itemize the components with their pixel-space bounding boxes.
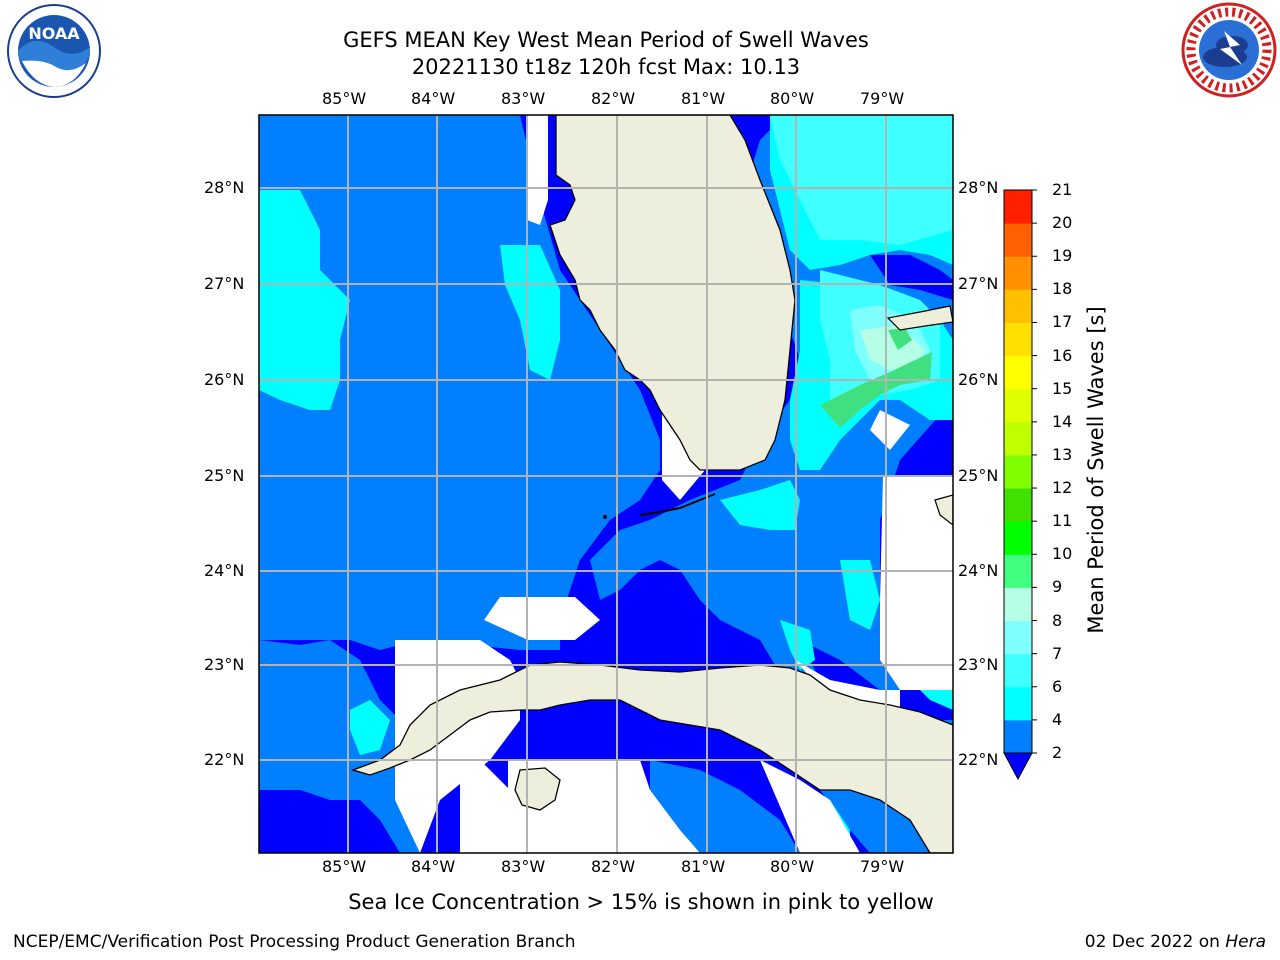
lat-tick-label: 28°N (958, 178, 999, 197)
colorbar-tick-label: 11 (1052, 511, 1073, 531)
lon-tick-label: 83°W (501, 89, 546, 108)
colorbar-swatch (1004, 653, 1032, 688)
lat-tick-label: 26°N (204, 370, 245, 389)
colorbar-swatch (1004, 289, 1032, 323)
colorbar-tick-label: 9 (1052, 577, 1063, 597)
colorbar-frame (1003, 189, 1033, 754)
lon-tick-label: 82°W (591, 89, 636, 108)
nws-logo (1181, 2, 1277, 98)
lat-tick-label: 27°N (958, 274, 999, 293)
chart-title: GEFS MEAN Key West Mean Period of Swell … (343, 28, 869, 52)
footer-date-text: 02 Dec 2022 on (1084, 932, 1226, 952)
colorbar-tick-label: 6 (1052, 676, 1063, 696)
map-gridlines (259, 115, 953, 853)
lon-tick-label: 83°W (501, 857, 546, 876)
lon-tick-label: 84°W (411, 857, 456, 876)
lat-tick-label: 25°N (204, 466, 245, 485)
colorbar-swatch (1004, 322, 1032, 357)
lat-tick-label: 25°N (958, 466, 999, 485)
lat-tick-label: 26°N (958, 370, 999, 389)
colorbar-tick-label: 2 (1052, 743, 1063, 762)
footer-credit: NCEP/EMC/Verification Post Processing Pr… (13, 932, 576, 952)
chart-subtitle: 20221130 t18z 120h fcst Max: 10.13 (411, 55, 801, 79)
colorbar-tick-label: 16 (1052, 345, 1073, 365)
lon-tick-label: 84°W (411, 89, 456, 108)
colorbar-tick-label: 13 (1052, 444, 1073, 464)
lat-tick-label: 24°N (958, 561, 999, 580)
colorbar-swatch (1004, 256, 1032, 290)
colorbar-swatch (1004, 355, 1032, 390)
colorbar-tick-label: 20 (1052, 213, 1073, 233)
lat-tick-label: 24°N (204, 561, 245, 580)
lat-tick-label: 22°N (958, 750, 999, 769)
lon-tick-label: 80°W (770, 89, 815, 108)
lon-tick-label: 79°W (860, 89, 905, 108)
colorbar-tick-label: 12 (1052, 478, 1073, 498)
colorbar-title: Mean Period of Swell Waves [s] (1084, 306, 1108, 634)
lon-tick-label: 79°W (860, 857, 905, 876)
colorbar (1003, 189, 1037, 781)
colorbar-swatch (1004, 190, 1032, 224)
colorbar-tick-label: 8 (1052, 610, 1063, 630)
colorbar-tick-label: 4 (1052, 709, 1063, 729)
colorbar-tick-label: 17 (1052, 312, 1073, 332)
lat-tick-label: 23°N (204, 655, 245, 674)
colorbar-tick-label: 19 (1052, 246, 1073, 266)
colorbar-swatch (1004, 620, 1032, 655)
lon-tick-label: 81°W (681, 857, 726, 876)
colorbar-swatch (1004, 388, 1032, 423)
lat-tick-label: 27°N (204, 274, 245, 293)
lat-tick-label: 22°N (204, 750, 245, 769)
colorbar-swatch (1004, 223, 1032, 257)
lon-tick-label: 81°W (681, 89, 726, 108)
sea-ice-note: Sea Ice Concentration > 15% is shown in … (348, 890, 934, 914)
colorbar-swatch (1004, 587, 1032, 622)
colorbar-tick-label: 15 (1052, 378, 1073, 398)
colorbar-tick-label: 7 (1052, 643, 1063, 663)
colorbar-swatch (1004, 454, 1032, 489)
footer-host: Hera (1225, 932, 1266, 952)
lon-tick-label: 85°W (322, 89, 367, 108)
contour-field (259, 115, 953, 853)
colorbar-tick-label: 14 (1052, 411, 1073, 431)
lat-tick-label: 23°N (958, 655, 999, 674)
map-frame (258, 114, 954, 854)
colorbar-swatch (1004, 686, 1032, 721)
colorbar-tick-label: 10 (1052, 544, 1073, 564)
colorbar-swatch (1004, 719, 1032, 754)
lon-tick-label: 82°W (591, 857, 636, 876)
footer-date: 02 Dec 2022 on Hera (1085, 932, 1266, 952)
colorbar-swatch (1004, 488, 1032, 522)
colorbar-tick-label: 18 (1052, 279, 1073, 299)
lon-tick-label: 80°W (770, 857, 815, 876)
colorbar-swatch (1004, 521, 1032, 555)
colorbar-tick-label: 21 (1052, 180, 1073, 199)
colorbar-extend-arrow (1003, 752, 1033, 781)
noaa-logo: NOAA (7, 4, 101, 98)
noaa-logo-text: NOAA (28, 24, 80, 43)
colorbar-swatch (1004, 421, 1032, 456)
colorbar-swatch (1004, 554, 1032, 588)
lat-tick-label: 28°N (204, 178, 245, 197)
lon-tick-label: 85°W (322, 857, 367, 876)
